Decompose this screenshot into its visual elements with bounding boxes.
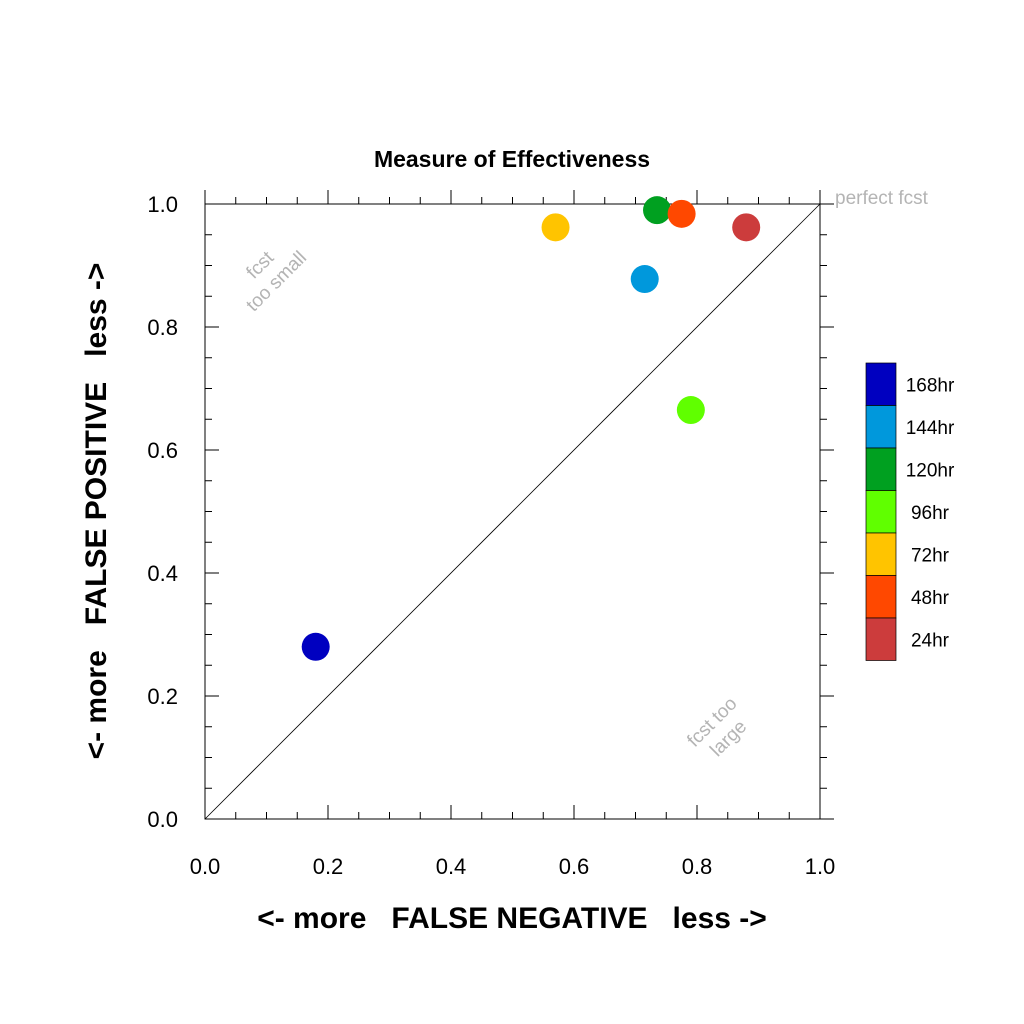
point-72hr <box>541 213 570 242</box>
legend: 168hr 144hr 120hr 96hr 72hr 48hr 24hr <box>865 362 955 661</box>
x-tick-label: 1.0 <box>805 854 836 879</box>
legend-label-144hr: 144hr <box>906 418 955 439</box>
y-tick-label: 1.0 <box>147 192 178 217</box>
annotation-too-small: fcst too small <box>242 247 311 316</box>
x-axis-title: <- more FALSE NEGATIVE less -> <box>257 902 767 935</box>
legend-swatch-24hr <box>865 617 897 661</box>
point-48hr <box>667 199 696 228</box>
legend-label-120hr: 120hr <box>906 460 955 481</box>
data-points <box>301 196 761 661</box>
x-tick-label: 0.4 <box>436 854 467 879</box>
legend-label-48hr: 48hr <box>911 588 950 609</box>
legend-label-96hr: 96hr <box>911 503 950 524</box>
point-144hr <box>630 265 659 294</box>
legend-label-24hr: 24hr <box>911 630 950 651</box>
annotation-perfect-fcst: perfect fcst <box>835 188 929 209</box>
annotation-too-large: fcst too large <box>683 693 751 761</box>
y-tick-label: 0.6 <box>147 438 178 463</box>
legend-label-168hr: 168hr <box>906 375 955 396</box>
legend-swatch-120hr <box>865 447 897 491</box>
legend-swatch-72hr <box>865 532 897 576</box>
point-120hr <box>643 196 672 225</box>
diagonal-reference-line <box>204 203 821 820</box>
y-tick-label: 0.4 <box>147 561 178 586</box>
legend-swatch-48hr <box>865 575 897 619</box>
point-96hr <box>676 396 705 425</box>
legend-swatch-96hr <box>865 490 897 534</box>
point-24hr <box>732 213 761 242</box>
plot-frame <box>204 203 821 820</box>
chart-title: Measure of Effectiveness <box>374 146 650 172</box>
y-tick-label: 0.0 <box>147 807 178 832</box>
x-tick-label: 0.6 <box>559 854 590 879</box>
y-axis-title: <- more FALSE POSITIVE less -> <box>80 263 113 760</box>
tick-labels: 0.0 0.2 0.4 0.6 0.8 1.0 0.0 0.2 0.4 0.6 0.8 1.0 <box>147 192 835 879</box>
legend-swatch-168hr <box>865 362 897 406</box>
legend-swatch-144hr <box>865 405 897 449</box>
legend-label-72hr: 72hr <box>911 545 950 566</box>
y-tick-label: 0.8 <box>147 315 178 340</box>
x-tick-label: 0.0 <box>190 854 221 879</box>
x-tick-label: 0.8 <box>682 854 713 879</box>
point-168hr <box>301 632 330 661</box>
x-tick-label: 0.2 <box>313 854 344 879</box>
y-tick-label: 0.2 <box>147 684 178 709</box>
axis-ticks <box>204 190 834 820</box>
